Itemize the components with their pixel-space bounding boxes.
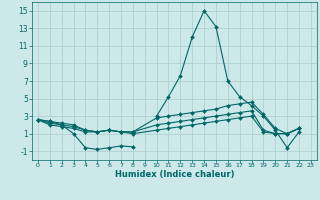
X-axis label: Humidex (Indice chaleur): Humidex (Indice chaleur) xyxy=(115,170,234,179)
